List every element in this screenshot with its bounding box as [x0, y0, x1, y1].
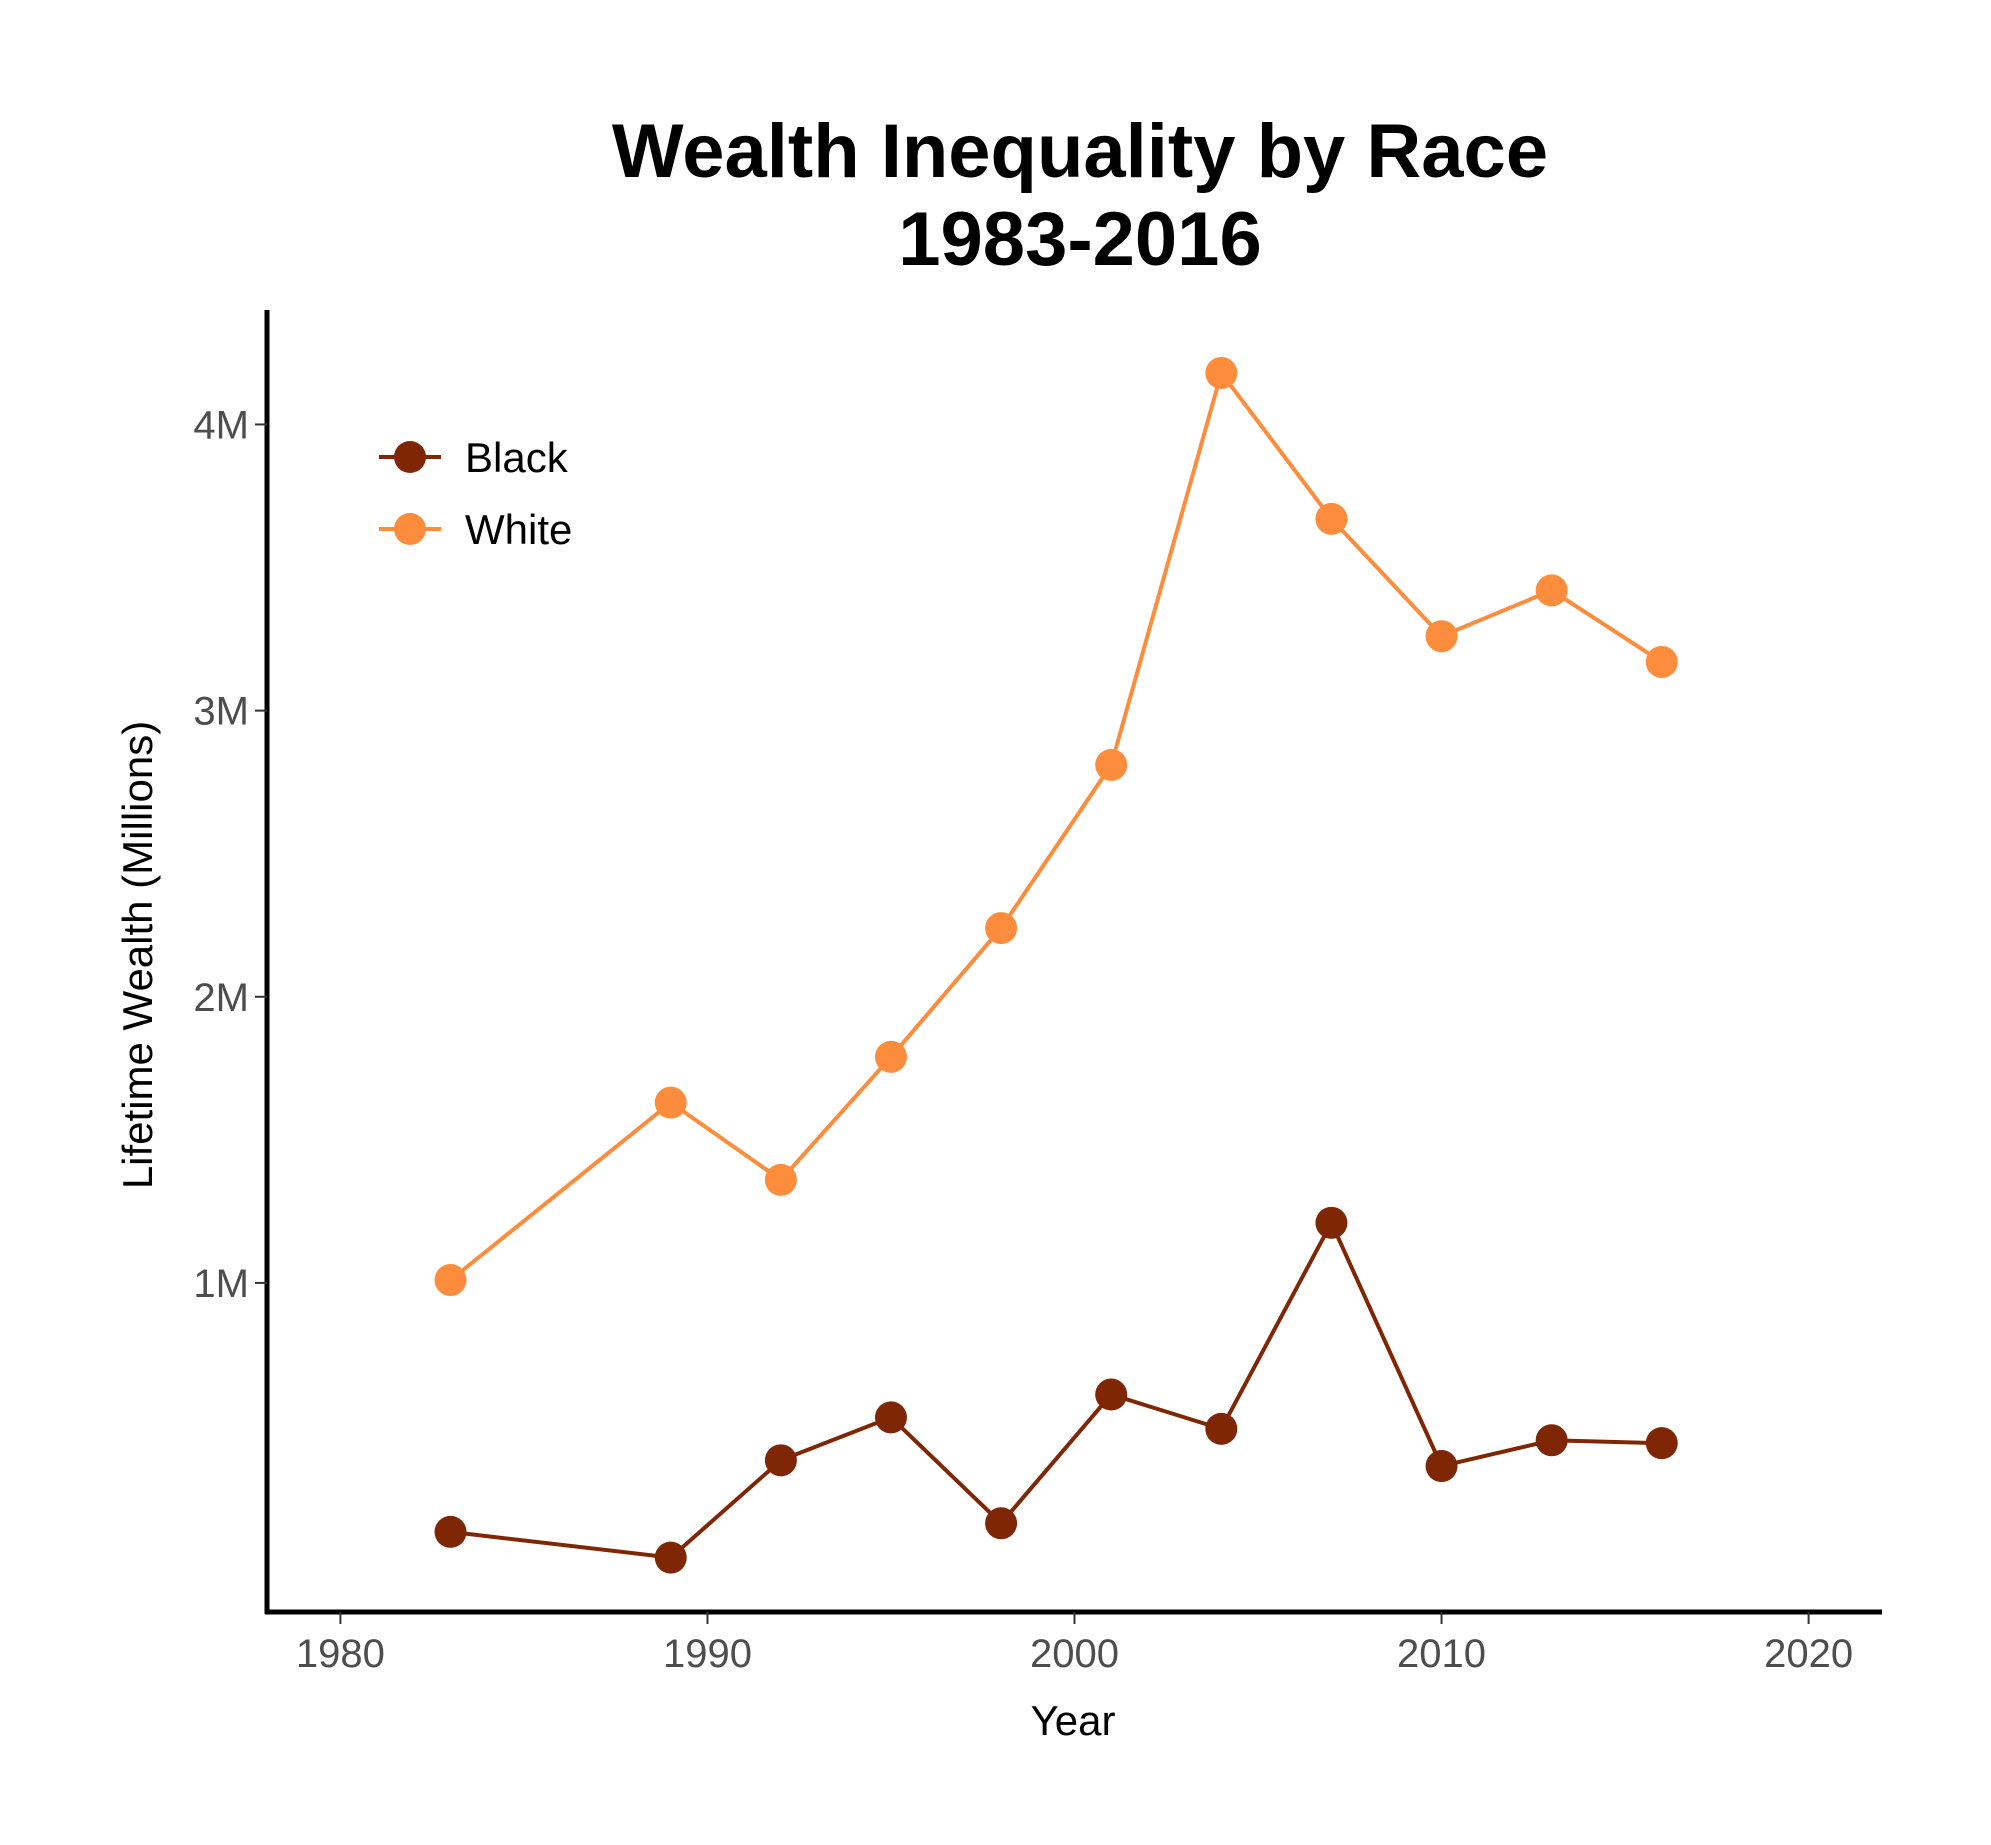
data-point-white: [764, 1163, 797, 1196]
data-point-black: [985, 1507, 1018, 1540]
x-tick-label: 1980: [296, 1632, 385, 1676]
legend-item-white: White: [379, 506, 572, 553]
data-point-black: [1205, 1412, 1238, 1445]
data-point-black: [1095, 1378, 1128, 1411]
data-point-black: [1425, 1450, 1458, 1483]
data-point-white: [985, 912, 1018, 945]
y-tick-label: 2M: [193, 976, 249, 1020]
y-tick-label: 4M: [193, 403, 249, 447]
y-tick-label: 3M: [193, 690, 249, 734]
series-line-white: [449, 371, 1663, 1282]
data-point-white: [1425, 620, 1458, 653]
y-axis-title: Lifetime Wealth (Millions): [114, 721, 161, 1189]
series-white: [434, 356, 1678, 1297]
series-line-black: [450, 1220, 1662, 1560]
x-axis-title: Year: [1031, 1697, 1116, 1744]
x-tick-label: 2010: [1397, 1632, 1486, 1676]
legend-item-black: Black: [379, 434, 569, 481]
legend-key-marker: [394, 513, 426, 545]
chart-title-line2: 1983-2016: [898, 197, 1261, 282]
x-tick-label: 2000: [1030, 1632, 1119, 1676]
data-point-black: [1315, 1206, 1348, 1239]
chart-title-line1: Wealth Inequality by Race: [612, 109, 1548, 194]
data-point-black: [764, 1444, 797, 1477]
x-tick-label: 1990: [663, 1632, 752, 1676]
legend-key-marker: [394, 441, 426, 473]
data-point-white: [1645, 645, 1678, 678]
series-black: [434, 1206, 1678, 1574]
data-point-white: [654, 1086, 687, 1119]
data-point-white: [1205, 356, 1238, 389]
data-point-white: [1315, 502, 1348, 535]
data-point-black: [874, 1401, 907, 1434]
data-point-black: [434, 1515, 467, 1548]
data-point-white: [1535, 574, 1568, 607]
data-point-black: [1535, 1424, 1568, 1457]
data-point-white: [1095, 748, 1128, 781]
legend: Black White: [379, 434, 572, 553]
data-point-white: [434, 1264, 467, 1297]
data-point-white: [874, 1040, 907, 1073]
series-layer: [434, 356, 1678, 1574]
x-tick-label: 2020: [1764, 1632, 1853, 1676]
axes: 1980 1990 2000 2010 2020 1M 2M 3M 4M: [193, 310, 1882, 1676]
y-tick-label: 1M: [193, 1262, 249, 1306]
legend-label-black: Black: [465, 434, 569, 481]
data-point-black: [654, 1541, 687, 1574]
legend-label-white: White: [465, 506, 572, 553]
data-point-black: [1645, 1427, 1678, 1460]
